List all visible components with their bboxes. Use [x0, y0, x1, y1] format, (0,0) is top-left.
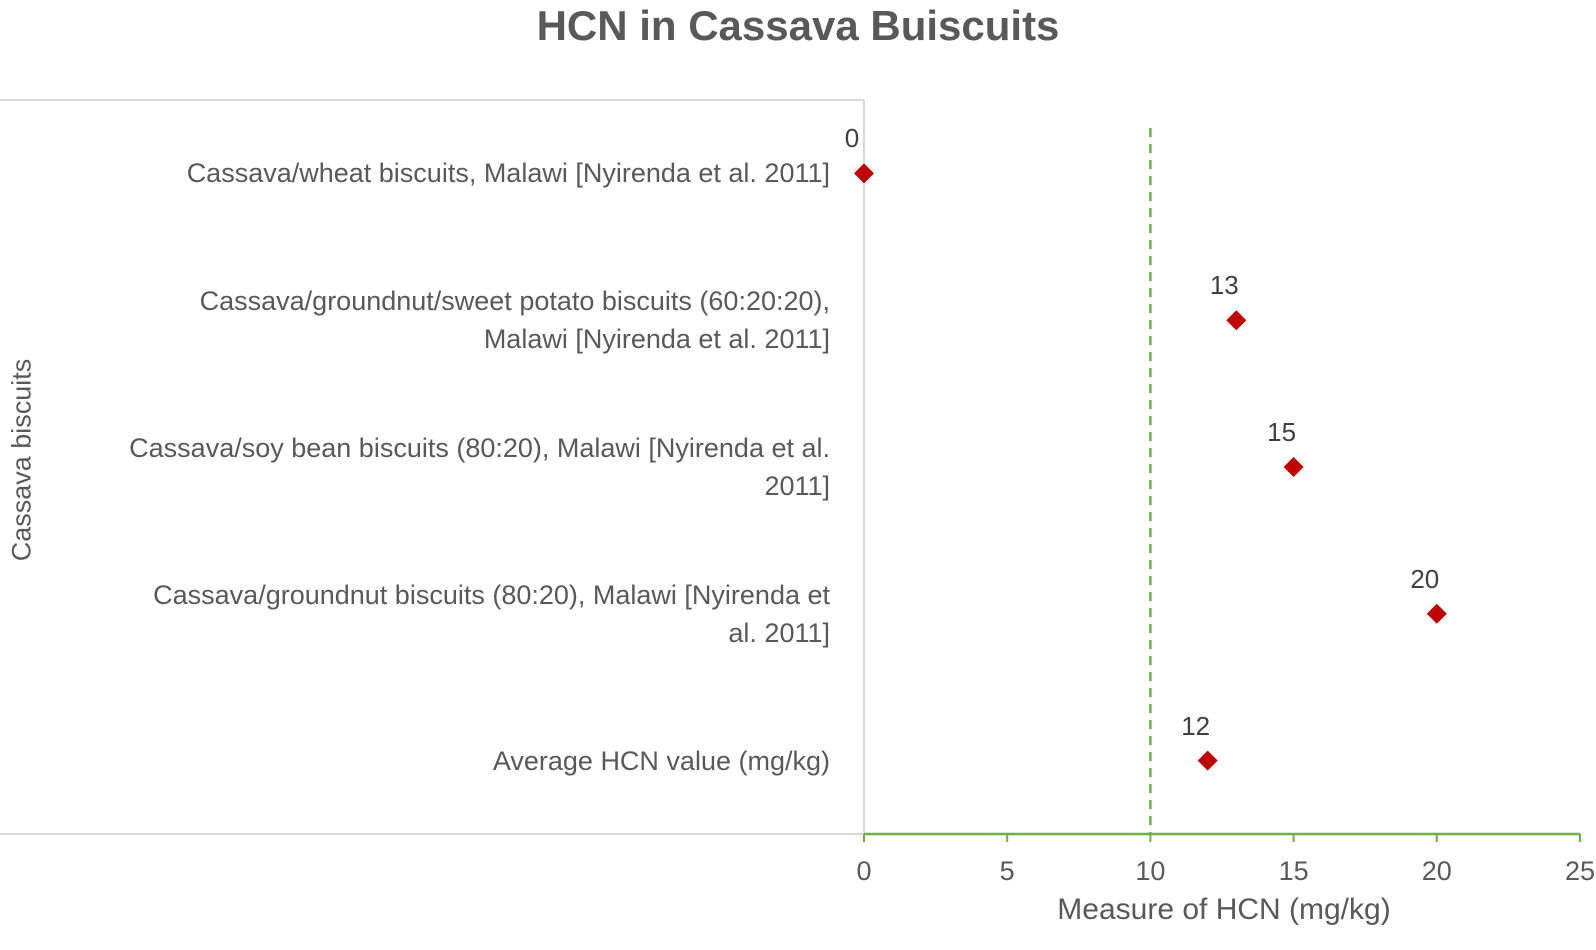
x-tick-label: 5 [999, 856, 1015, 886]
data-label: 12 [1181, 710, 1211, 741]
data-point [1283, 457, 1304, 477]
x-tick-label: 15 [1278, 856, 1309, 886]
category-label: Cassava/groundnut biscuits (80:20), Mala… [40, 576, 830, 652]
category-label: Cassava/soy bean biscuits (80:20), Malaw… [40, 429, 830, 505]
category-label-line: Cassava/soy bean biscuits (80:20), Malaw… [129, 433, 830, 463]
x-tick-label: 10 [1135, 856, 1166, 886]
category-label: Average HCN value (mg/kg) [40, 742, 830, 780]
category-label-line: 2011] [764, 471, 830, 501]
category-label-line: Cassava/wheat biscuits, Malawi [Nyirenda… [186, 158, 830, 189]
category-label-line: Cassava/groundnut/sweet potato biscuits … [199, 286, 830, 317]
chart-title: HCN in Cassava Buiscuits [536, 2, 1060, 49]
x-tick-label: 20 [1421, 856, 1452, 886]
data-label: 15 [1267, 417, 1297, 447]
data-point [854, 163, 874, 184]
x-axis-title: Measure of HCN (mg/kg) [1057, 893, 1391, 926]
data-point [1197, 750, 1218, 771]
category-label-line: Average HCN value (mg/kg) [492, 745, 830, 776]
category-label-line: Malawi [Nyirenda et al. 2011] [483, 324, 830, 355]
data-markers [854, 163, 1447, 771]
category-label-line: Cassava/groundnut biscuits (80:20), Mala… [153, 579, 830, 610]
data-point [1226, 310, 1247, 331]
y-axis-title: Cassava biscuits [6, 358, 37, 562]
data-label: 13 [1209, 270, 1239, 301]
data-point [1426, 603, 1447, 624]
category-label: Cassava/groundnut/sweet potato biscuits … [40, 282, 830, 358]
data-label: 20 [1410, 563, 1440, 594]
category-label: Cassava/wheat biscuits, Malawi [Nyirenda… [40, 154, 830, 192]
x-tick-label: 25 [1564, 856, 1596, 886]
category-label-line: al. 2011] [728, 617, 830, 648]
x-tick-marks [863, 834, 1581, 842]
x-tick-label: 0 [856, 856, 872, 886]
data-label: 0 [844, 123, 860, 154]
